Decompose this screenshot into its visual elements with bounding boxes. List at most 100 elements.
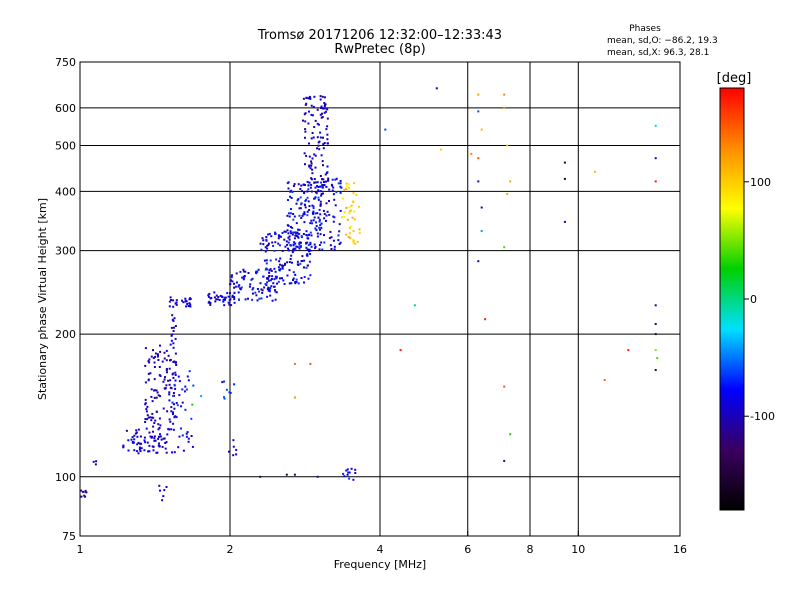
data-point (226, 292, 229, 295)
data-point (654, 304, 657, 307)
data-point (332, 215, 335, 218)
data-point (304, 199, 307, 202)
data-point (285, 240, 288, 243)
data-point (237, 291, 240, 294)
data-point (265, 284, 268, 287)
data-point (257, 268, 260, 271)
data-point (184, 385, 187, 388)
data-point (300, 217, 303, 219)
y-tick-label: 750 (55, 56, 76, 69)
data-point (178, 394, 181, 397)
data-point (306, 210, 309, 213)
data-point (154, 439, 157, 442)
data-point (346, 473, 349, 476)
data-point (262, 275, 265, 278)
data-point (353, 210, 356, 213)
data-point (160, 438, 163, 441)
data-point (181, 299, 183, 302)
data-point (278, 235, 281, 238)
data-point (155, 389, 158, 392)
data-point (306, 196, 309, 199)
data-point (163, 437, 166, 440)
data-point (310, 177, 313, 180)
data-point (320, 116, 323, 119)
data-point (306, 234, 309, 237)
data-point (152, 425, 155, 428)
data-point (310, 164, 313, 167)
data-point (306, 264, 309, 267)
data-point (242, 268, 245, 271)
data-point (163, 357, 166, 360)
data-point (318, 226, 321, 229)
data-point (297, 183, 300, 186)
data-point (267, 233, 269, 236)
data-point (314, 186, 317, 189)
data-point (150, 395, 153, 398)
colorbar-tick-label: -100 (750, 410, 775, 423)
data-point (311, 132, 314, 134)
data-point (333, 248, 336, 251)
data-point (144, 402, 147, 405)
data-point (309, 167, 312, 170)
data-point (273, 278, 276, 281)
data-point (319, 200, 322, 203)
data-point (187, 437, 190, 440)
data-point (307, 200, 310, 203)
data-point (279, 277, 281, 280)
data-point (165, 349, 168, 352)
data-point (171, 318, 174, 321)
data-point (563, 220, 566, 223)
data-point (289, 230, 292, 233)
data-point (323, 105, 326, 108)
data-point (314, 212, 317, 215)
data-point (231, 274, 233, 277)
data-point (325, 185, 328, 188)
data-point (313, 243, 316, 246)
data-point (266, 244, 269, 247)
data-point (349, 237, 352, 240)
data-point (319, 233, 322, 236)
data-point (282, 279, 285, 282)
data-point (231, 295, 234, 298)
data-point (333, 216, 336, 219)
data-point (300, 260, 303, 262)
data-point (168, 367, 171, 370)
data-point (172, 422, 175, 425)
data-point (256, 299, 259, 302)
data-point (172, 330, 175, 332)
data-point (308, 164, 311, 167)
data-point (311, 157, 314, 160)
data-point (338, 230, 341, 233)
data-point (152, 349, 154, 352)
data-point (170, 428, 173, 431)
data-point (165, 451, 168, 454)
data-point (137, 452, 140, 455)
data-point (178, 380, 181, 383)
data-point (309, 241, 312, 244)
data-point (317, 123, 320, 126)
data-point (269, 287, 272, 290)
data-point (250, 278, 253, 281)
data-point (92, 460, 95, 463)
data-point (316, 232, 319, 235)
data-point (298, 243, 301, 246)
data-point (170, 410, 173, 413)
data-point (308, 250, 310, 253)
data-point (352, 240, 355, 242)
data-point (291, 261, 293, 264)
data-point (274, 289, 276, 292)
data-point (269, 259, 272, 262)
data-point (163, 387, 166, 390)
data-point (252, 287, 255, 289)
data-point (308, 248, 311, 251)
data-point (303, 266, 306, 269)
data-point (169, 343, 172, 346)
data-point (238, 298, 240, 301)
data-point (324, 107, 327, 110)
data-point (287, 247, 289, 250)
data-point (308, 209, 311, 211)
data-point (133, 434, 136, 437)
data-point (254, 291, 257, 294)
data-point (283, 238, 286, 241)
data-point (161, 499, 164, 502)
